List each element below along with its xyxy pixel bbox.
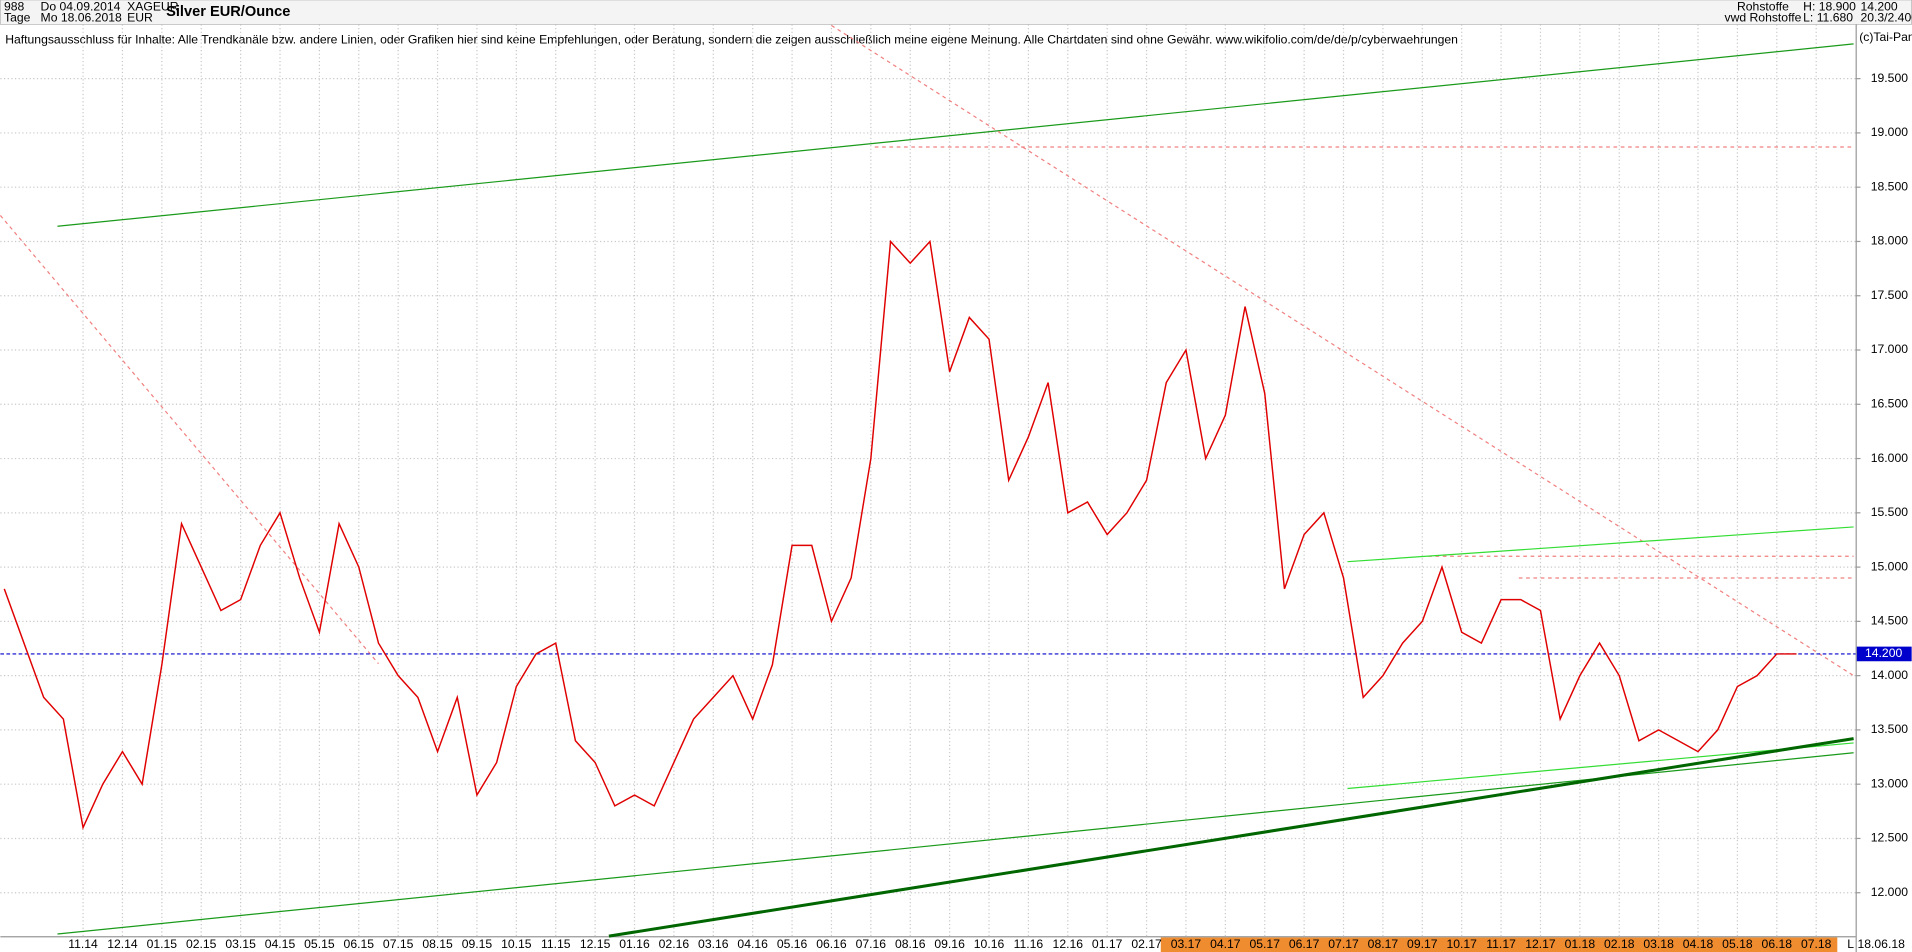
- group: Rohstoffe: [1737, 0, 1789, 14]
- source: vwd Rohstoffe: [1724, 11, 1801, 25]
- x-tick-label: 04.18: [1683, 937, 1714, 951]
- y-tick-label: 14.500: [1871, 614, 1908, 628]
- trend-line: [57, 43, 1854, 227]
- x-tick-label: 03.17: [1171, 937, 1202, 951]
- trend-line: [831, 24, 1854, 677]
- y-tick-label: 13.500: [1871, 722, 1908, 736]
- scale-mode[interactable]: L: [1847, 937, 1854, 951]
- x-tick-label: 11.15: [541, 937, 571, 951]
- trend-line: [608, 737, 1854, 938]
- x-tick-label: 02.18: [1604, 937, 1635, 951]
- low: L: 11.680: [1803, 11, 1853, 25]
- x-tick-label: 01.15: [147, 937, 178, 951]
- x-tick-label: 11.14: [68, 937, 98, 951]
- y-tick-label: 17.000: [1871, 342, 1908, 356]
- range-highlight: [1160, 937, 1838, 952]
- plot: [0, 24, 1856, 938]
- y-tick-label: 19.500: [1871, 71, 1908, 85]
- symbol: XAGEUR: [127, 0, 179, 14]
- last: 14.200: [1860, 0, 1897, 14]
- to-date: Mo 18.06.2018: [41, 11, 122, 25]
- header: 988 Tage Do 04.09.2014 Mo 18.06.2018 XAG…: [0, 0, 1912, 44]
- y-tick-label: 16.500: [1871, 397, 1908, 411]
- x-tick-label: 06.16: [816, 937, 847, 951]
- y-tick-label: 19.000: [1871, 125, 1908, 139]
- trend-line: [1347, 526, 1854, 563]
- x-tick-label: 01.16: [619, 937, 650, 951]
- from-date: Do 04.09.2014: [41, 0, 121, 14]
- y-tick-label: 18.000: [1871, 234, 1908, 248]
- ratio: 20.3/2.400: [1860, 11, 1912, 25]
- y-tick-label: 12.500: [1871, 831, 1908, 845]
- x-tick-label: 08.16: [895, 937, 926, 951]
- instrument-name: Silver EUR/Ounce: [166, 4, 290, 20]
- count-select[interactable]: 988: [4, 0, 25, 14]
- x-tick-label: 05.17: [1250, 937, 1281, 951]
- x-tick-label: 09.17: [1407, 937, 1438, 951]
- x-tick-label: 01.18: [1565, 937, 1596, 951]
- y-tick-label: 14.000: [1871, 668, 1908, 682]
- last-price-label: 14.200: [1865, 646, 1902, 660]
- x-tick-label: 02.17: [1131, 937, 1162, 951]
- x-tick-label: 03.18: [1643, 937, 1674, 951]
- x-tick-label: 03.16: [698, 937, 729, 951]
- x-tick-label: 09.15: [462, 937, 493, 951]
- x-tick-label: 08.15: [422, 937, 453, 951]
- copyright: (c)Tai-Pan: [1859, 30, 1912, 44]
- x-tick-label: 09.16: [934, 937, 965, 951]
- period-select[interactable]: Tage: [4, 11, 31, 25]
- high: H: 18.900: [1803, 0, 1856, 14]
- y-tick-label: 18.500: [1871, 179, 1908, 193]
- x-tick-label: 11.16: [1014, 937, 1044, 951]
- x-tick-label: 04.17: [1210, 937, 1241, 951]
- y-tick-label: 13.000: [1871, 776, 1908, 790]
- x-tick-label: 12.14: [107, 937, 138, 951]
- x-tick-label: 12.16: [1053, 937, 1084, 951]
- x-tick-label: 04.15: [265, 937, 296, 951]
- header-bar: [0, 0, 1912, 25]
- x-tick-label: 06.15: [344, 937, 375, 951]
- x-tick-label: 06.17: [1289, 937, 1320, 951]
- y-tick-label: 15.500: [1871, 505, 1908, 519]
- x-tick-label: 07.16: [856, 937, 887, 951]
- x-tick-label: 05.16: [777, 937, 808, 951]
- disclaimer: Haftungsausschluss für Inhalte: Alle Tre…: [5, 32, 1458, 46]
- x-tick-label: 12.15: [580, 937, 611, 951]
- y-tick-label: 12.000: [1871, 885, 1908, 899]
- x-tick-label: 07.18: [1801, 937, 1832, 951]
- x-tick-label: 07.17: [1328, 937, 1359, 951]
- y-tick-label: 15.000: [1871, 559, 1908, 573]
- x-tick-label: 07.15: [383, 937, 414, 951]
- x-tick-label: 12.17: [1525, 937, 1556, 951]
- x-tick-label: 05.15: [304, 937, 335, 951]
- x-tick-label: 11.17: [1486, 937, 1516, 951]
- last-price-box: [1856, 646, 1912, 662]
- x-tick-label: 02.16: [659, 937, 690, 951]
- x-tick-label: 10.16: [974, 937, 1005, 951]
- end-date: 18.06.18: [1857, 937, 1905, 951]
- y-tick-label: 17.500: [1871, 288, 1908, 302]
- trend-line: [0, 215, 379, 665]
- price-line: [3, 239, 1797, 831]
- x-tick-label: 04.16: [737, 937, 768, 951]
- x-tick-label: 08.17: [1368, 937, 1399, 951]
- x-tick-label: 06.18: [1762, 937, 1793, 951]
- x-tick-label: 02.15: [186, 937, 217, 951]
- x-tick-label: 05.18: [1722, 937, 1753, 951]
- x-tick-label: 01.17: [1092, 937, 1123, 951]
- x-tick-label: 03.15: [225, 937, 256, 951]
- y-tick-label: 16.000: [1871, 451, 1908, 465]
- x-tick-label: 10.15: [501, 937, 532, 951]
- currency: EUR: [127, 11, 153, 25]
- x-tick-label: 10.17: [1446, 937, 1477, 951]
- trend-line: [57, 752, 1854, 935]
